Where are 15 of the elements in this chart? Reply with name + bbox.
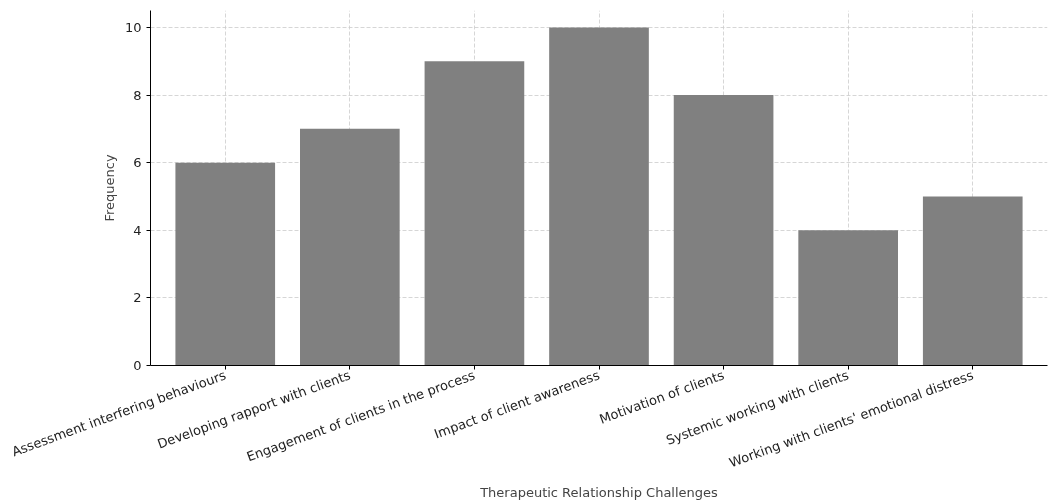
x-axis-title: Therapeutic Relationship Challenges bbox=[479, 485, 719, 501]
bar bbox=[175, 162, 276, 366]
bar bbox=[424, 61, 525, 366]
y-tick-label: 10 bbox=[124, 19, 142, 35]
y-tick-label: 2 bbox=[133, 290, 142, 306]
bar bbox=[549, 27, 649, 366]
bar bbox=[300, 128, 400, 366]
y-tick-label: 0 bbox=[133, 358, 142, 373]
y-tick-label: 8 bbox=[133, 87, 142, 103]
y-tick-label: 4 bbox=[133, 222, 142, 238]
bar bbox=[798, 230, 898, 366]
bar bbox=[922, 196, 1023, 366]
y-tick-label: 6 bbox=[133, 155, 142, 171]
y-axis-title: Frequency bbox=[101, 154, 117, 222]
bar bbox=[673, 95, 774, 366]
